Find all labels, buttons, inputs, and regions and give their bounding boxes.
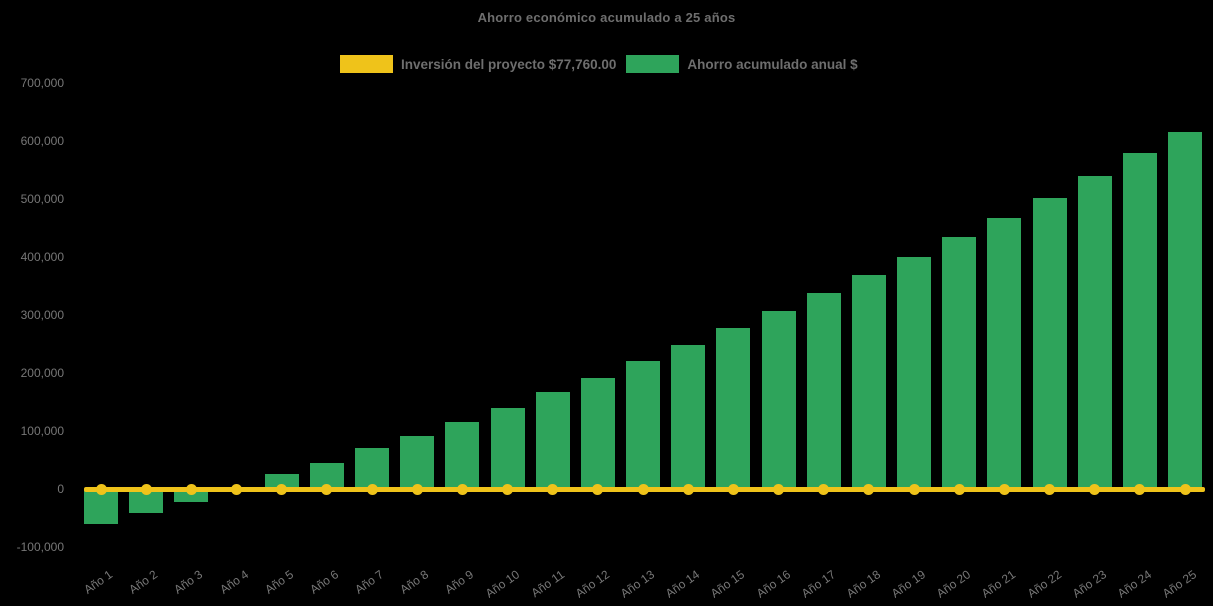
investment-line-marker-dot bbox=[682, 483, 694, 495]
x-axis-tick-label: Año 9 bbox=[442, 567, 477, 597]
y-axis-tick-label: 0 bbox=[57, 482, 64, 496]
y-axis-tick-label: -100,000 bbox=[16, 540, 64, 554]
x-axis-tick-label: Año 5 bbox=[261, 567, 296, 597]
savings-bar bbox=[400, 436, 435, 489]
y-axis-tick-label: 100,000 bbox=[20, 424, 64, 438]
x-axis-tick-label: Año 11 bbox=[528, 567, 567, 601]
savings-bar bbox=[174, 489, 209, 502]
x-axis-tick-label: Año 12 bbox=[572, 567, 612, 601]
x-axis-tick-label: Año 22 bbox=[1024, 567, 1064, 601]
savings-bar bbox=[490, 407, 525, 489]
savings-bar bbox=[580, 378, 615, 489]
x-axis-tick-label: Año 19 bbox=[888, 567, 929, 601]
x-axis-tick-label: Año 6 bbox=[307, 567, 341, 597]
x-axis-tick-label: Año 4 bbox=[216, 567, 251, 597]
investment-line-marker-dot bbox=[140, 483, 152, 495]
legend-item-investment: Inversión del proyecto $77,760.00 bbox=[340, 55, 616, 73]
investment-line-marker-dot bbox=[1044, 483, 1055, 495]
investment-line-marker-dot bbox=[95, 483, 107, 495]
investment-line-marker-dot bbox=[998, 483, 1010, 495]
savings-bar-swatch bbox=[626, 55, 680, 73]
investment-line-marker-dot bbox=[547, 483, 559, 495]
investment-line-marker-dot bbox=[276, 483, 288, 495]
investment-line-marker-dot bbox=[818, 483, 830, 495]
chart-legend: Inversión del proyecto $77,760.00 Ahorro… bbox=[340, 55, 858, 73]
savings-bar bbox=[84, 489, 118, 525]
savings-bar bbox=[264, 473, 299, 489]
x-axis-tick-label: Año 21 bbox=[979, 567, 1019, 601]
savings-bar bbox=[129, 489, 164, 513]
savings-bar bbox=[1032, 197, 1067, 489]
x-axis-tick-label: Año 13 bbox=[617, 567, 658, 601]
y-axis-tick-label: 400,000 bbox=[20, 250, 64, 264]
savings-bar bbox=[851, 274, 886, 489]
savings-bar bbox=[626, 360, 660, 489]
investment-line-marker-dot bbox=[231, 483, 242, 495]
investment-line-marker-dot bbox=[456, 483, 468, 495]
x-axis-tick-label: Año 23 bbox=[1069, 567, 1109, 601]
savings-bar bbox=[355, 447, 389, 489]
x-axis-tick-label: Año 24 bbox=[1114, 567, 1154, 601]
x-axis-tick-label: Año 3 bbox=[171, 567, 206, 597]
savings-bar bbox=[761, 310, 796, 489]
savings-bar bbox=[716, 327, 751, 489]
y-axis-tick-label: 700,000 bbox=[20, 76, 64, 90]
savings-bar bbox=[671, 345, 706, 489]
y-axis-tick-label: 600,000 bbox=[20, 134, 64, 148]
savings-bar bbox=[897, 257, 931, 489]
investment-line-marker-dot bbox=[366, 483, 378, 495]
legend-label-investment: Inversión del proyecto $77,760.00 bbox=[401, 56, 617, 72]
x-axis-tick-label: Año 16 bbox=[753, 567, 793, 601]
savings-bar bbox=[1122, 153, 1157, 489]
savings-bar bbox=[987, 218, 1022, 489]
investment-line-marker-dot bbox=[592, 483, 604, 495]
investment-line-swatch bbox=[340, 55, 393, 73]
investment-line-marker-dot bbox=[1179, 483, 1191, 495]
savings-bar bbox=[806, 292, 841, 489]
investment-line-marker-dot bbox=[1134, 483, 1146, 495]
x-axis-tick-label: Año 2 bbox=[126, 567, 161, 597]
legend-item-savings: Ahorro acumulado anual $ bbox=[626, 55, 858, 73]
x-axis-tick-label: Año 1 bbox=[81, 567, 116, 597]
investment-line-marker-dot bbox=[185, 483, 197, 495]
x-axis-tick-label: Año 15 bbox=[708, 567, 748, 601]
y-axis-tick-label: 500,000 bbox=[20, 192, 64, 206]
savings-bar bbox=[1168, 132, 1202, 489]
x-axis-tick-label: Año 25 bbox=[1159, 567, 1200, 601]
investment-line-marker-dot bbox=[321, 483, 333, 495]
x-axis-tick-label: Año 18 bbox=[843, 567, 883, 601]
savings-bar bbox=[942, 237, 977, 489]
savings-bar bbox=[445, 422, 480, 489]
x-axis-tick-label: Año 7 bbox=[352, 567, 387, 597]
x-axis-tick-label: Año 20 bbox=[933, 567, 974, 601]
investment-line-marker-dot bbox=[908, 483, 920, 495]
savings-bar bbox=[535, 392, 570, 489]
legend-label-savings: Ahorro acumulado anual $ bbox=[687, 56, 858, 72]
x-axis-tick-label: Año 10 bbox=[482, 567, 522, 601]
investment-line-marker-dot bbox=[863, 483, 875, 495]
investment-line-marker-dot bbox=[773, 483, 784, 495]
x-axis-tick-label: Año 17 bbox=[798, 567, 838, 601]
x-axis-tick-label: Año 14 bbox=[662, 567, 703, 601]
investment-line-marker-dot bbox=[953, 483, 965, 495]
investment-line-marker-dot bbox=[411, 483, 423, 495]
investment-line-marker-dot bbox=[502, 483, 513, 495]
y-axis-tick-label: 200,000 bbox=[20, 366, 64, 380]
chart-title: Ahorro económico acumulado a 25 años bbox=[477, 10, 736, 25]
y-axis-tick-label: 300,000 bbox=[20, 308, 64, 322]
investment-line-marker-dot bbox=[1089, 483, 1101, 495]
savings-bar bbox=[1077, 175, 1112, 489]
investment-line-marker-dot bbox=[637, 483, 649, 495]
investment-line-marker-dot bbox=[727, 483, 739, 495]
x-axis-tick-label: Año 8 bbox=[397, 567, 432, 597]
